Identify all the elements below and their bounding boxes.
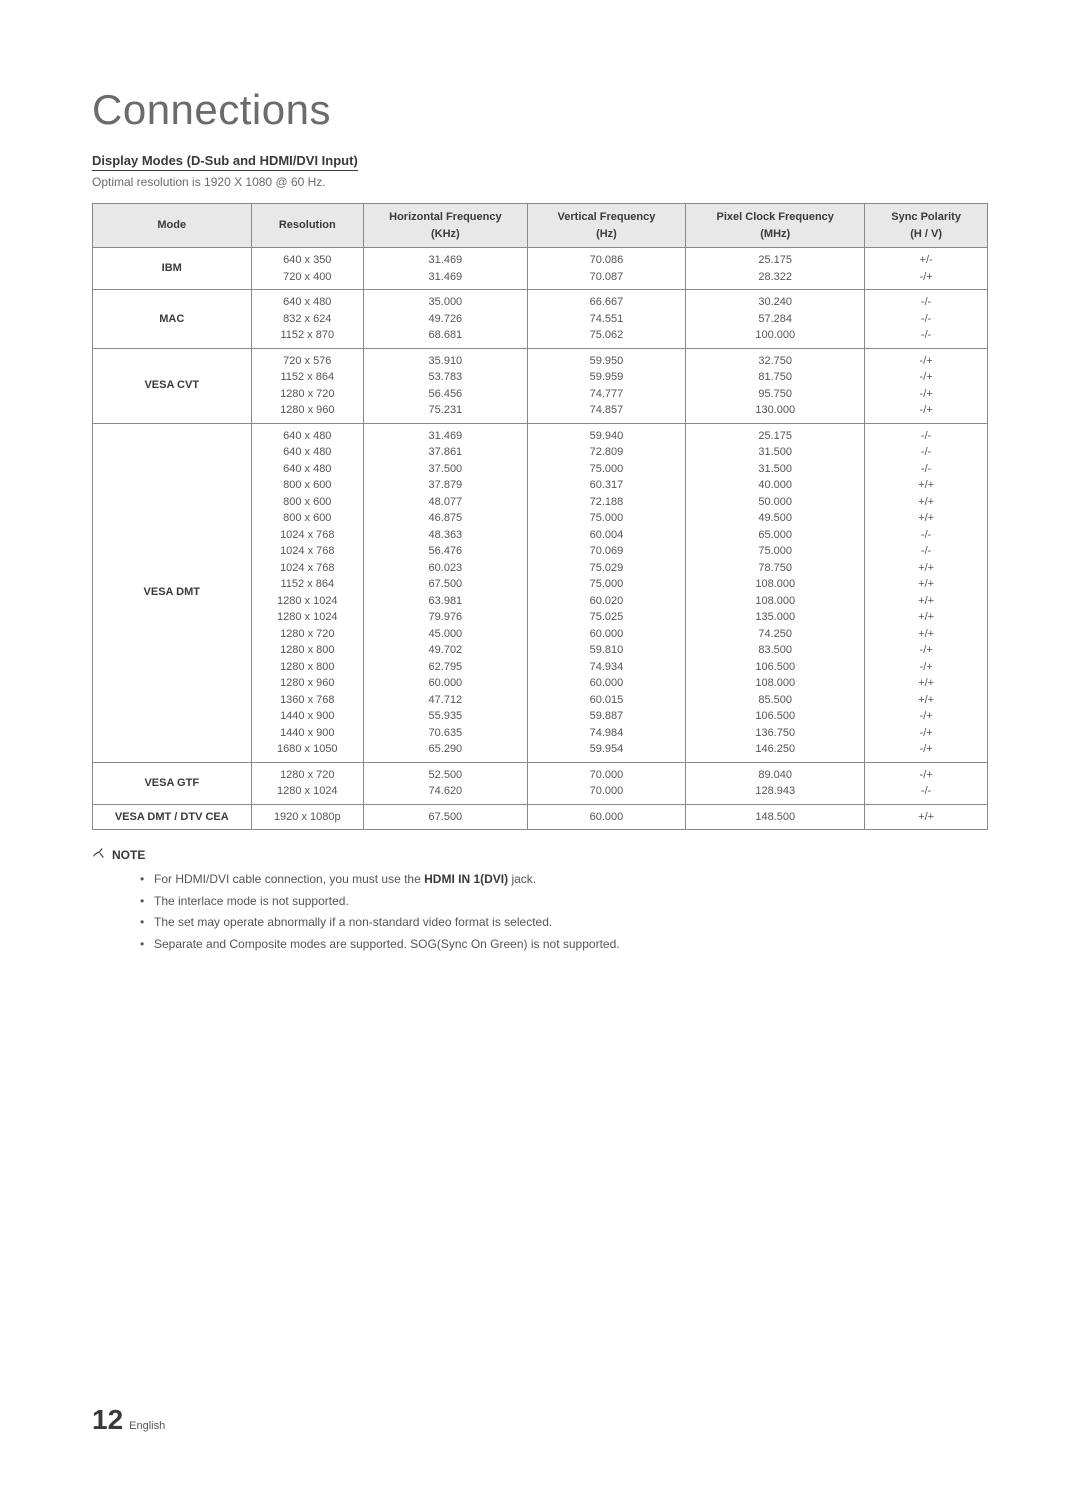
note-label: NOTE [112,848,145,862]
table-header-row: Mode Resolution Horizontal Frequency (KH… [93,204,988,248]
cell-sync: -/- -/- -/- [865,290,988,349]
cell-vfreq: 66.667 74.551 75.062 [527,290,686,349]
cell-mode: VESA CVT [93,348,252,423]
table-row: VESA DMT 640 x 480 640 x 480 640 x 480 8… [93,423,988,762]
cell-pclock: 25.175 31.500 31.500 40.000 50.000 49.50… [686,423,865,762]
cell-resolution: 720 x 576 1152 x 864 1280 x 720 1280 x 9… [251,348,364,423]
display-modes-table: Mode Resolution Horizontal Frequency (KH… [92,203,988,830]
page: Connections Display Modes (D-Sub and HDM… [0,0,1080,995]
note-item: Separate and Composite modes are support… [140,934,988,956]
cell-resolution: 1280 x 720 1280 x 1024 [251,762,364,804]
table-row: IBM 640 x 350 720 x 400 31.469 31.469 70… [93,248,988,290]
cell-pclock: 25.175 28.322 [686,248,865,290]
table-row: VESA CVT 720 x 576 1152 x 864 1280 x 720… [93,348,988,423]
cell-hfreq: 35.000 49.726 68.681 [364,290,528,349]
note-item: The interlace mode is not supported. [140,891,988,913]
note-text-pre: The set may operate abnormally if a non-… [154,915,552,929]
cell-vfreq: 70.086 70.087 [527,248,686,290]
col-sync: Sync Polarity (H / V) [865,204,988,248]
cell-vfreq: 59.940 72.809 75.000 60.317 72.188 75.00… [527,423,686,762]
cell-hfreq: 31.469 37.861 37.500 37.879 48.077 46.87… [364,423,528,762]
subtitle-wrap: Display Modes (D-Sub and HDMI/DVI Input) [92,152,988,175]
table-row: VESA DMT / DTV CEA 1920 x 1080p 67.500 6… [93,804,988,830]
note-heading: NOTE [92,846,988,863]
note-text-pre: For HDMI/DVI cable connection, you must … [154,872,424,886]
cell-vfreq: 60.000 [527,804,686,830]
cell-mode: MAC [93,290,252,349]
page-language: English [129,1420,165,1432]
note-text-post: jack. [508,872,536,886]
col-hfreq: Horizontal Frequency (KHz) [364,204,528,248]
display-modes-subtitle: Display Modes (D-Sub and HDMI/DVI Input) [92,153,358,171]
cell-mode: IBM [93,248,252,290]
page-number: 12 [92,1404,123,1436]
col-pclock: Pixel Clock Frequency (MHz) [686,204,865,248]
cell-vfreq: 70.000 70.000 [527,762,686,804]
cell-pclock: 148.500 [686,804,865,830]
cell-vfreq: 59.950 59.959 74.777 74.857 [527,348,686,423]
note-item: For HDMI/DVI cable connection, you must … [140,869,988,891]
note-text-pre: The interlace mode is not supported. [154,894,349,908]
cell-resolution: 640 x 350 720 x 400 [251,248,364,290]
optimal-resolution-text: Optimal resolution is 1920 X 1080 @ 60 H… [92,175,988,189]
cell-hfreq: 31.469 31.469 [364,248,528,290]
cell-sync: +/+ [865,804,988,830]
table-row: VESA GTF 1280 x 720 1280 x 1024 52.500 7… [93,762,988,804]
section-title: Connections [92,86,988,134]
col-vfreq: Vertical Frequency (Hz) [527,204,686,248]
cell-hfreq: 67.500 [364,804,528,830]
cell-resolution: 1920 x 1080p [251,804,364,830]
cell-resolution: 640 x 480 640 x 480 640 x 480 800 x 600 … [251,423,364,762]
cell-sync: -/+ -/+ -/+ -/+ [865,348,988,423]
cell-pclock: 30.240 57.284 100.000 [686,290,865,349]
cell-hfreq: 35.910 53.783 56.456 75.231 [364,348,528,423]
cell-sync: -/- -/- -/- +/+ +/+ +/+ -/- -/- +/+ +/+ … [865,423,988,762]
cell-pclock: 32.750 81.750 95.750 130.000 [686,348,865,423]
note-item: The set may operate abnormally if a non-… [140,912,988,934]
cell-mode: VESA DMT [93,423,252,762]
note-icon [92,846,106,863]
page-footer: 12 English [92,1404,165,1436]
col-resolution: Resolution [251,204,364,248]
note-text-pre: Separate and Composite modes are support… [154,937,620,951]
note-block: NOTE For HDMI/DVI cable connection, you … [92,846,988,955]
cell-mode: VESA GTF [93,762,252,804]
cell-sync: +/- -/+ [865,248,988,290]
note-list: For HDMI/DVI cable connection, you must … [92,869,988,955]
cell-mode: VESA DMT / DTV CEA [93,804,252,830]
cell-sync: -/+ -/- [865,762,988,804]
cell-resolution: 640 x 480 832 x 624 1152 x 870 [251,290,364,349]
cell-pclock: 89.040 128.943 [686,762,865,804]
col-mode: Mode [93,204,252,248]
cell-hfreq: 52.500 74.620 [364,762,528,804]
note-text-strong: HDMI IN 1(DVI) [424,872,508,886]
table-row: MAC 640 x 480 832 x 624 1152 x 870 35.00… [93,290,988,349]
